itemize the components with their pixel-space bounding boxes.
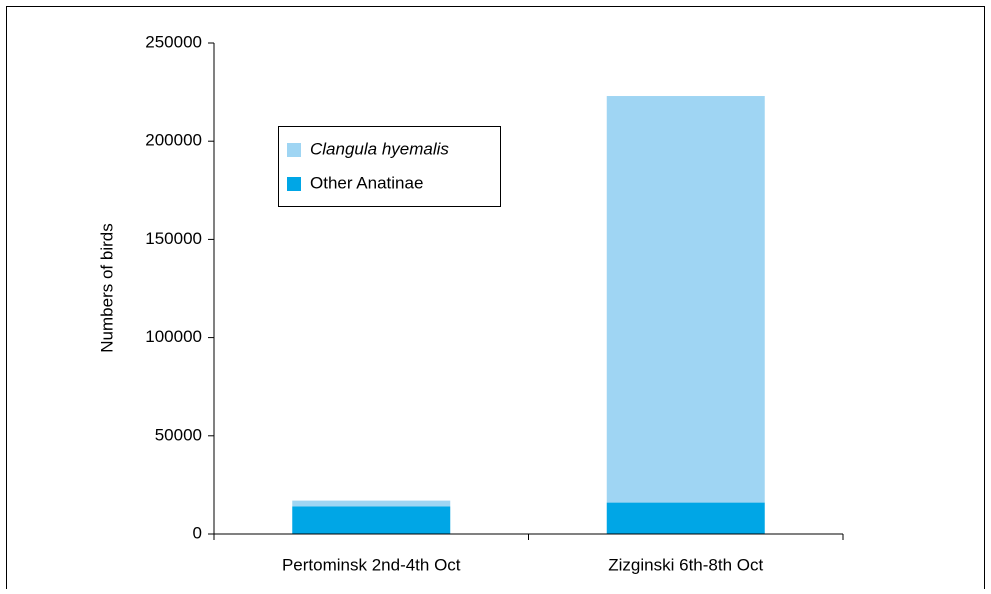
legend-label: Other Anatinae	[310, 173, 423, 192]
y-tick-label: 250000	[145, 32, 202, 51]
legend-label: Clangula hyemalis	[310, 139, 449, 158]
bar-segment	[292, 506, 451, 534]
bar-segment	[606, 96, 765, 503]
bar-segment	[606, 502, 765, 534]
y-tick-label: 50000	[155, 425, 202, 444]
x-tick-label: Pertominsk 2nd-4th Oct	[282, 555, 461, 574]
x-tick-label: Zizginski 6th-8th Oct	[608, 555, 763, 574]
y-tick-label: 100000	[145, 327, 202, 346]
y-tick-label: 0	[193, 523, 202, 542]
frame	[6, 6, 985, 594]
y-axis-label: Numbers of birds	[97, 223, 116, 352]
bar-segment	[292, 500, 451, 507]
legend-swatch	[287, 177, 301, 191]
legend-swatch	[287, 143, 301, 157]
y-tick-label: 150000	[145, 229, 202, 248]
y-tick-label: 200000	[145, 131, 202, 150]
legend-box	[278, 126, 501, 207]
